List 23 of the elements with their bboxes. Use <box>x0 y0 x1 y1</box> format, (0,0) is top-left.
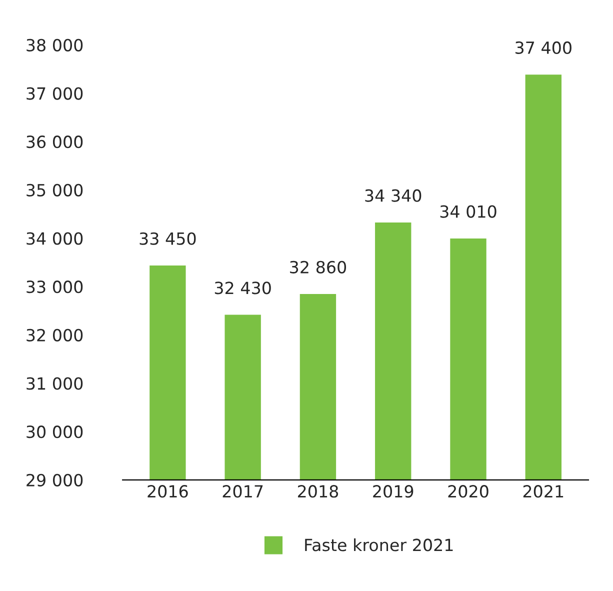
y-tick-label: 31 000 <box>26 377 83 390</box>
x-tick-label: 2019 <box>373 485 414 498</box>
y-tick-label: 35 000 <box>26 184 83 196</box>
data-label: 34 010 <box>440 205 496 218</box>
data-label: 33 450 <box>140 232 196 245</box>
y-tick-label: 36 000 <box>26 136 83 148</box>
legend-label: Faste kroner 2021 <box>305 538 453 552</box>
x-tick-label: 2018 <box>298 485 338 498</box>
y-tick-label: 38 000 <box>26 38 83 52</box>
data-label: 32 430 <box>214 282 271 294</box>
y-tick-label: 30 000 <box>26 426 83 438</box>
y-tick-label: 34 000 <box>26 232 83 245</box>
y-tick-label: 29 000 <box>26 474 83 486</box>
x-tick-label: 2016 <box>148 485 188 498</box>
data-label: 37 400 <box>516 41 572 54</box>
x-tick-label: 2020 <box>448 485 488 498</box>
x-tick-label: 2021 <box>523 485 564 498</box>
data-label: 34 340 <box>365 189 422 202</box>
y-tick-label: 32 000 <box>26 328 83 342</box>
y-tick-label: 33 000 <box>26 280 83 294</box>
x-tick-label: 2017 <box>222 485 263 498</box>
y-tick-label: 37 000 <box>26 87 83 100</box>
data-label: 32 860 <box>290 260 346 274</box>
